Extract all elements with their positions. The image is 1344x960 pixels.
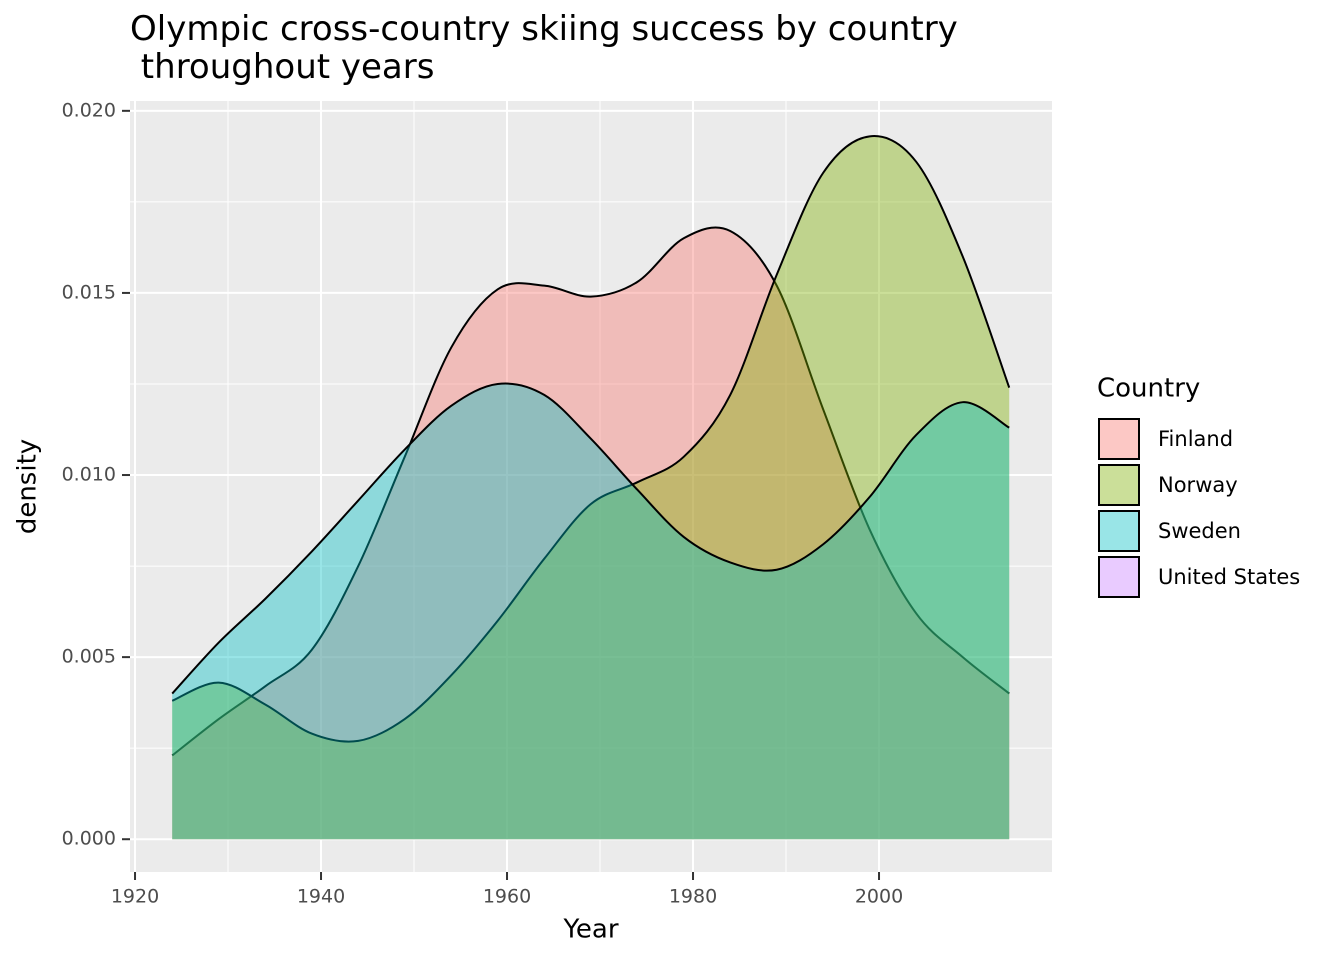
x-tick-label: 1960 [483,886,531,908]
legend-label: United States [1158,565,1300,589]
y-tick-label: 0.000 [62,828,116,850]
legend-label: Sweden [1158,519,1241,543]
legend-key-bg [1098,556,1140,598]
chart-title: Olympic cross-country skiing success by … [130,9,958,87]
density-line [171,135,1011,743]
y-tick-label: 0.020 [62,99,116,121]
x-tick-label: 1980 [669,886,717,908]
legend-key-bg [1098,464,1140,506]
density-line [171,382,1010,695]
legend-key [1098,464,1140,506]
x-tick-label: 1920 [111,886,159,908]
density-area [172,227,1010,840]
x-tick-label: 1940 [297,886,345,908]
legend-key-bg [1098,418,1140,460]
legend-label: Finland [1158,427,1233,451]
plot-panel [130,101,1052,872]
legend-key [1098,418,1140,460]
y-tick-label: 0.015 [62,281,116,303]
density-area [172,136,1010,840]
x-axis-label: Year [562,915,618,945]
density-line [171,226,1010,757]
legend-key [1098,510,1140,552]
x-tick-label: 2000 [855,886,903,908]
legend-title: Country [1097,374,1200,404]
legend-key-bg [1098,510,1140,552]
legend-key [1098,556,1140,598]
y-tick-label: 0.010 [62,464,116,486]
density-area [172,383,1010,840]
y-axis-label: density [13,439,43,534]
legend-label: Norway [1158,473,1238,497]
y-tick-label: 0.005 [62,646,116,668]
